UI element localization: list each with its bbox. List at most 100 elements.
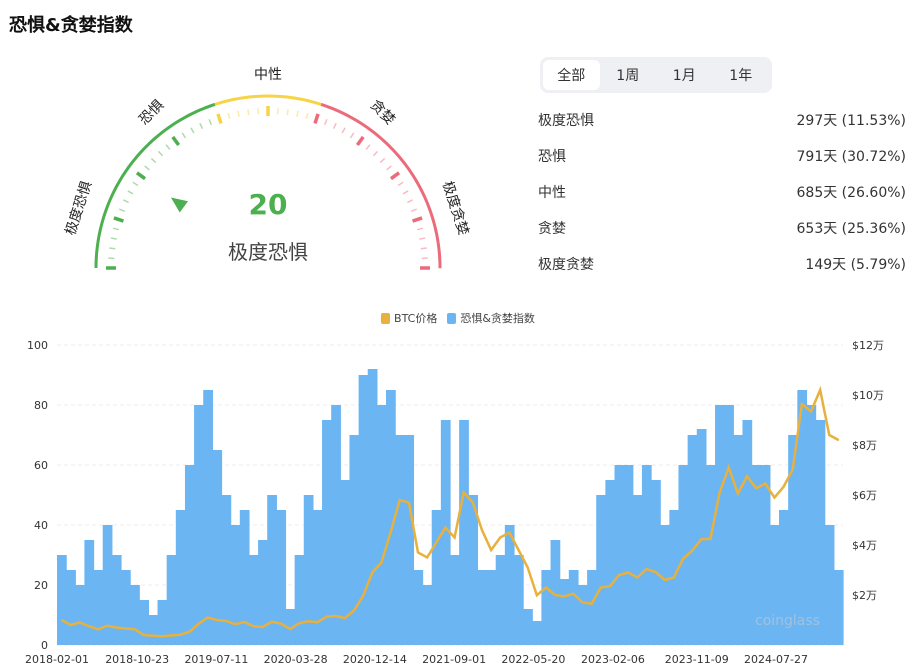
gauge-tick: [386, 165, 392, 171]
legend-item-fear-greed[interactable]: 恐惧&贪婪指数: [447, 310, 535, 326]
btc-price-point: [60, 619, 63, 621]
gauge-arc-segment: [246, 95, 253, 99]
fear-greed-bar: [779, 510, 789, 645]
gauge-tick: [323, 118, 328, 126]
gauge-arc-segment: [354, 118, 362, 125]
gauge-tick: [247, 109, 250, 116]
fear-greed-bar: [513, 555, 524, 645]
y-left-tick-label: 60: [34, 459, 48, 472]
btc-price-point: [79, 621, 81, 624]
tab-all[interactable]: 全部: [543, 60, 600, 90]
btc-price-point: [654, 571, 657, 573]
btc-price-point: [88, 625, 90, 628]
fear-greed-bar: [111, 555, 122, 645]
btc-price-point: [444, 526, 447, 529]
gauge-arc-segment: [335, 108, 343, 114]
gauge-arc-segment: [153, 134, 160, 141]
gauge-arc-segment: [437, 246, 441, 253]
gauge-tick: [379, 157, 386, 164]
fear-greed-bar: [450, 555, 460, 645]
stat-row-greed: 贪婪 653天 (25.36%): [538, 218, 906, 238]
gauge-arc-segment: [399, 157, 406, 164]
btc-price-point: [682, 557, 684, 560]
x-tick-label: 2023-11-09: [665, 653, 729, 666]
fear-greed-bar: [459, 420, 469, 645]
y-right-tick-label: $8万: [852, 439, 877, 452]
gauge-arc-segment: [340, 111, 348, 117]
gauge-arc-segment: [435, 235, 440, 242]
gauge-arc-segment: [121, 170, 128, 177]
btc-price-point: [462, 491, 465, 494]
stat-value: 653天 (25.36%): [796, 221, 906, 237]
fear-greed-bar: [705, 465, 716, 645]
gauge-arc-segment: [433, 224, 438, 232]
btc-price-point: [746, 475, 748, 478]
btc-price-point: [545, 586, 547, 589]
stat-label: 极度恐惧: [538, 113, 594, 129]
fear-greed-bar: [285, 609, 296, 645]
btc-price-point: [581, 601, 584, 604]
tab-1year[interactable]: 1年: [729, 68, 753, 84]
gauge-arc-segment: [402, 161, 409, 169]
gauge-arc-segment: [204, 104, 211, 110]
page-title: 恐惧&贪婪指数: [9, 15, 133, 36]
gauge-arc-segment: [214, 101, 221, 106]
gauge-tick: [118, 208, 126, 213]
gauge-arc-segment: [315, 101, 322, 106]
btc-price-point: [600, 586, 602, 589]
gauge-tick: [208, 118, 213, 126]
fear-greed-bar: [194, 405, 204, 645]
gauge-tick: [110, 237, 117, 240]
fear-greed-bar: [486, 570, 497, 645]
fear-greed-bar: [239, 510, 250, 645]
fear-greed-bar: [93, 570, 104, 645]
gauge-arc-segment: [137, 149, 144, 156]
gauge-tick: [122, 199, 129, 204]
gauge-tick: [372, 150, 379, 157]
tab-1week[interactable]: 1周: [616, 68, 640, 84]
legend-item-btc-price[interactable]: BTC价格: [381, 310, 437, 326]
fear-greed-btc-chart: 0 20 40 60 80 100 $2万 $4万 $6万 $8万 $10万 $12万 2018-02-…: [25, 339, 884, 666]
gauge-tick: [402, 190, 409, 195]
fear-greed-bar: [468, 495, 479, 645]
btc-price-point: [252, 625, 255, 628]
gauge-tick: [286, 109, 289, 116]
fear-greed-bar: [376, 405, 387, 645]
gauge-arc-segment: [436, 240, 441, 247]
gauge-arc-segment: [299, 97, 307, 102]
gauge-arc-segment: [235, 96, 242, 101]
fear-greed-bar: [413, 570, 424, 645]
y-left-tick-label: 0: [41, 639, 48, 652]
y-left-tick-label: 40: [34, 519, 48, 532]
x-tick-label: 2018-10-23: [105, 653, 169, 666]
tab-1month[interactable]: 1月: [672, 68, 696, 84]
gauge-arc-segment: [199, 106, 206, 112]
fear-greed-bar: [440, 420, 451, 645]
fear-greed-bar: [587, 570, 597, 645]
gauge-arc-segment: [431, 219, 437, 226]
btc-price-point: [572, 592, 575, 595]
btc-price-point: [453, 536, 456, 539]
btc-price-point: [435, 541, 438, 544]
gauge-arc-segment: [284, 95, 291, 99]
gauge-tick: [216, 113, 223, 124]
gauge-tick: [109, 247, 116, 250]
legend-label: BTC价格: [394, 312, 438, 325]
fear-greed-bar: [504, 525, 515, 645]
btc-price-point: [207, 616, 209, 619]
fear-greed-bar: [367, 369, 378, 645]
gauge-tick: [420, 247, 427, 250]
gauge-arc-segment: [98, 224, 103, 231]
gauge-arc-segment: [97, 229, 102, 237]
btc-price-point: [819, 389, 821, 391]
fear-greed-bar: [769, 525, 780, 645]
fear-greed-bar: [550, 540, 561, 645]
btc-price-point: [225, 620, 227, 622]
fear-greed-bar: [495, 555, 506, 645]
gauge-tick: [171, 135, 181, 147]
btc-price-line: [60, 385, 840, 638]
gauge-arc-segment: [95, 240, 100, 247]
fear-greed-bar: [824, 525, 835, 645]
btc-price-point: [380, 561, 383, 564]
btc-price-point: [234, 623, 237, 626]
